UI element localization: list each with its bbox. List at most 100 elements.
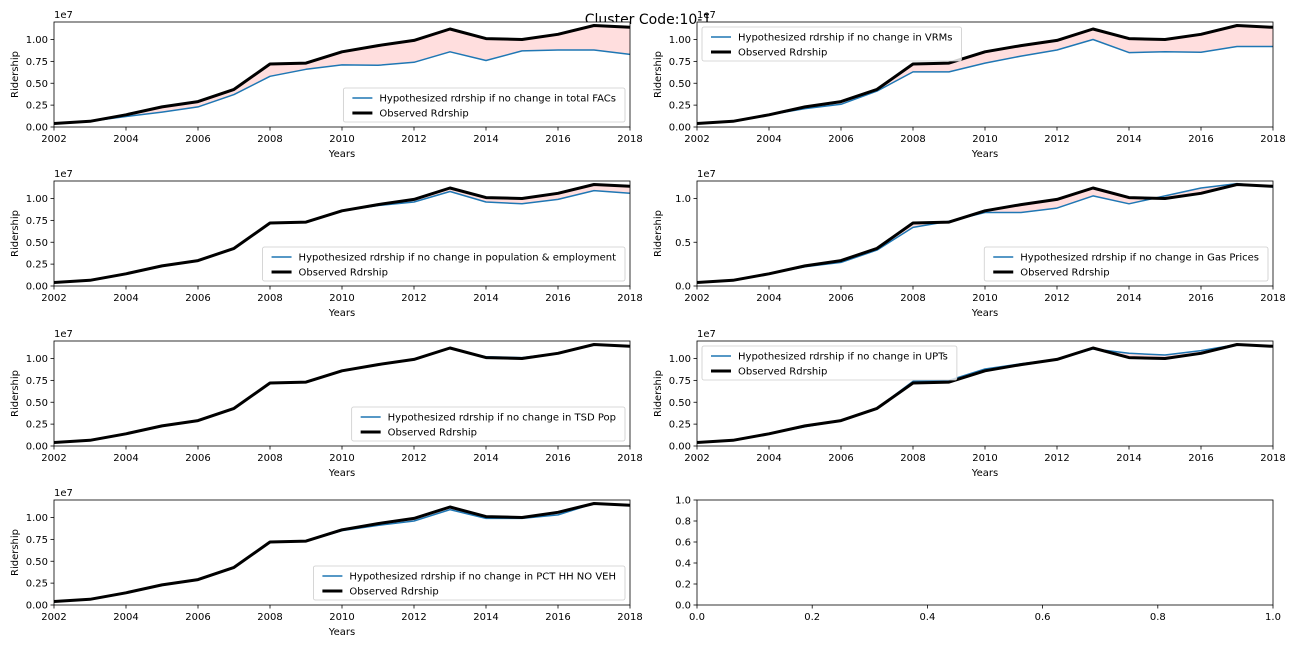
- y-tick-label: 0.0: [675, 601, 691, 612]
- y-axis-label: Ridership: [10, 210, 21, 257]
- legend-label: Observed Rdrship: [1020, 268, 1109, 279]
- y-tick-label: 0.6: [675, 538, 691, 549]
- legend-label: Observed Rdrship: [738, 48, 827, 59]
- x-tick-label: 2012: [401, 293, 426, 304]
- y-tick-label: 0.75: [26, 216, 48, 227]
- y-tick-label: 0.50: [669, 398, 691, 409]
- legend-box: [983, 246, 1269, 282]
- x-tick-label: 2002: [684, 453, 709, 464]
- y-tick-label: 1.00: [669, 35, 691, 46]
- y-tick-label: 1.0: [675, 194, 691, 205]
- y-tick-label: 0.25: [26, 260, 48, 271]
- y-tick-label: 0.00: [26, 282, 48, 293]
- y-axis-label: Ridership: [653, 210, 664, 257]
- x-tick-label: 2014: [473, 612, 498, 623]
- y-offset-label: 1e7: [54, 488, 73, 499]
- legend-label: Observed Rdrship: [379, 109, 468, 120]
- x-tick-label: 2008: [257, 453, 282, 464]
- x-tick-label: 2012: [401, 612, 426, 623]
- y-tick-label: 0.8: [675, 517, 691, 528]
- x-tick-label: 2012: [1044, 293, 1069, 304]
- x-tick-label: 2006: [185, 293, 210, 304]
- y-tick-label: 0.75: [26, 57, 48, 68]
- subplot-6: 2002 2004 2006 2008 2010 2012 2014 2016 2018 0.00…: [653, 329, 1286, 479]
- x-tick-label: 1.0: [1265, 612, 1281, 623]
- x-tick-label: 2002: [41, 612, 66, 623]
- y-offset-label: 1e7: [697, 10, 716, 21]
- y-tick-label: 0.5: [675, 238, 691, 249]
- x-tick-label: 2008: [257, 612, 282, 623]
- subplot-5: 2002 2004 2006 2008 2010 2012 2014 2016 2018 0.00…: [10, 329, 643, 479]
- x-axis-label: Years: [328, 149, 355, 160]
- legend: Hypothesized rdrship if no change in VRM…: [701, 26, 962, 62]
- x-axis-label: Years: [328, 308, 355, 319]
- subplot-7: 2002 2004 2006 2008 2010 2012 2014 2016 2018 0.00…: [10, 488, 643, 638]
- series-line-hypothesized: [53, 49, 631, 125]
- x-axis-label: Years: [971, 149, 998, 160]
- legend: Hypothesized rdrship if no change in TSD…: [351, 406, 626, 442]
- x-tick-label: 2010: [329, 612, 354, 623]
- x-tick-label: 2006: [828, 453, 853, 464]
- legend-label: Hypothesized rdrship if no change in Gas…: [1020, 253, 1259, 264]
- x-tick-label: 2004: [756, 293, 781, 304]
- y-tick-label: 0.50: [26, 557, 48, 568]
- x-tick-label: 2014: [1116, 453, 1141, 464]
- x-tick-label: 2018: [1260, 293, 1285, 304]
- x-tick-label: 2006: [185, 612, 210, 623]
- y-tick-label: 0.00: [26, 123, 48, 134]
- x-tick-label: 2008: [257, 293, 282, 304]
- y-tick-label: 0.50: [26, 398, 48, 409]
- legend-label: Hypothesized rdrship if no change in tot…: [379, 94, 616, 105]
- x-tick-label: 2006: [185, 453, 210, 464]
- x-tick-label: 2004: [756, 453, 781, 464]
- x-tick-label: 2010: [972, 293, 997, 304]
- axes-frame: [696, 499, 1274, 606]
- x-tick-label: 2008: [257, 134, 282, 145]
- x-tick-label: 2018: [617, 612, 642, 623]
- y-tick-label: 0.50: [26, 79, 48, 90]
- series-line-observed: [696, 183, 1274, 284]
- y-tick-label: 0.4: [675, 559, 691, 570]
- legend-label: Observed Rdrship: [738, 367, 827, 378]
- legend-label: Observed Rdrship: [349, 587, 438, 598]
- series-line-observed: [696, 24, 1274, 125]
- x-tick-label: 0.0: [689, 612, 705, 623]
- x-tick-label: 2016: [545, 134, 570, 145]
- x-tick-label: 2018: [617, 134, 642, 145]
- legend-label: Hypothesized rdrship if no change in VRM…: [738, 33, 953, 44]
- y-tick-label: 0.25: [26, 420, 48, 431]
- x-tick-label: 2012: [1044, 453, 1069, 464]
- legend-box: [262, 246, 626, 282]
- x-tick-label: 2010: [329, 134, 354, 145]
- subplot-grid: 2002 2004 2006 2008 2010 2012 2014 2016 20180.00…: [10, 10, 1286, 638]
- difference-fill: [54, 25, 630, 124]
- x-tick-label: 2018: [617, 453, 642, 464]
- y-tick-label: 0.00: [26, 442, 48, 453]
- legend-label: Hypothesized rdrship if no change in UPT…: [738, 352, 948, 363]
- y-tick-label: 0.25: [26, 101, 48, 112]
- x-tick-label: 2012: [401, 134, 426, 145]
- y-offset-label: 1e7: [54, 10, 73, 21]
- x-tick-label: 2004: [113, 612, 138, 623]
- legend: Hypothesized rdrship if no change in Gas…: [983, 246, 1269, 282]
- x-tick-label: 2008: [900, 134, 925, 145]
- x-tick-label: 2002: [41, 293, 66, 304]
- y-tick-label: 0.00: [26, 601, 48, 612]
- legend-label: Hypothesized rdrship if no change in TSD…: [388, 413, 616, 424]
- x-tick-label: 2010: [972, 453, 997, 464]
- y-tick-label: 0.75: [26, 535, 48, 546]
- subplot-8: 0.0 0.2 0.4 0.6 0.8 1.0 0.0 0.2 0.4 0.6 0.8 1.0: [675, 496, 1281, 624]
- x-tick-label: 2016: [1188, 453, 1213, 464]
- subplot-4: 2002 2004 2006 2008 2010 2012 2014 2016 2018 0.0 0…: [653, 169, 1286, 319]
- difference-fill: [54, 184, 630, 283]
- y-axis-label: Ridership: [653, 51, 664, 98]
- x-tick-label: 2002: [41, 453, 66, 464]
- x-tick-label: 2004: [113, 134, 138, 145]
- x-tick-label: 2016: [545, 293, 570, 304]
- x-tick-label: 2014: [473, 293, 498, 304]
- y-tick-label: 1.00: [26, 513, 48, 524]
- y-tick-label: 1.00: [26, 194, 48, 205]
- legend: Hypothesized rdrship if no change in PCT…: [313, 565, 626, 601]
- y-tick-label: 0.75: [669, 57, 691, 68]
